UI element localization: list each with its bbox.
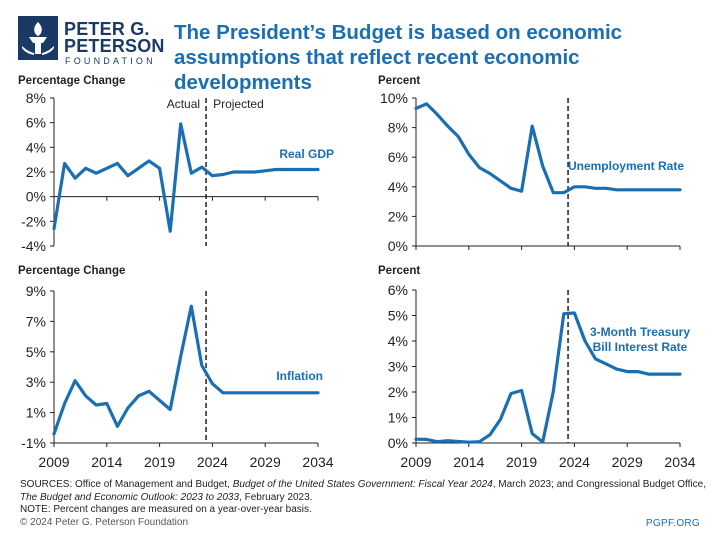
sources-suffix: , February 2023. bbox=[239, 491, 313, 503]
gdp-series-label: Real GDP bbox=[279, 147, 334, 161]
infl-y-axis-title: Percentage Change bbox=[18, 265, 125, 277]
unemp-y-axis-title: Percent bbox=[378, 75, 420, 87]
infl-y-tick-label: -1% bbox=[21, 435, 46, 451]
unemp-y-tick-label: 6% bbox=[388, 149, 408, 165]
infl-x-tick-label: 2019 bbox=[144, 454, 175, 470]
unemp-series-line bbox=[414, 102, 682, 195]
tbill-y-tick-label: 1% bbox=[388, 410, 408, 426]
tbill-y-tick-label: 6% bbox=[388, 282, 408, 298]
tbill-x-tick-label: 2034 bbox=[664, 454, 695, 470]
tbill-series-label: 3-Month Treasury bbox=[590, 325, 690, 339]
copyright: © 2024 Peter G. Peterson Foundation bbox=[20, 517, 189, 528]
sources-footer: SOURCES: Office of Management and Budget… bbox=[20, 479, 710, 517]
infl-x-tick-label: 2014 bbox=[91, 454, 122, 470]
tbill-x-tick-label: 2019 bbox=[506, 454, 537, 470]
gdp-y-tick-label: 6% bbox=[26, 115, 46, 131]
infl-series-line bbox=[52, 304, 320, 436]
tbill-x-tick-label: 2024 bbox=[559, 454, 590, 470]
logo-line-2: PETERSON bbox=[64, 36, 165, 56]
infl-x-tick-label: 2009 bbox=[38, 454, 69, 470]
unemp-y-tick-label: 0% bbox=[388, 238, 408, 254]
tbill-x-tick-label: 2014 bbox=[453, 454, 484, 470]
infl-y-tick-label: 3% bbox=[26, 374, 46, 390]
tbill-y-tick-label: 2% bbox=[388, 384, 408, 400]
tbill-y-axis-title: Percent bbox=[378, 265, 420, 277]
tbill-y-tick-label: 0% bbox=[388, 435, 408, 451]
tbill-y-tick-label: 4% bbox=[388, 333, 408, 349]
gdp-y-tick-label: 4% bbox=[26, 139, 46, 155]
pgpf-logo: PETER G. PETERSON FOUNDATION bbox=[18, 14, 168, 66]
infl-x-tick-label: 2024 bbox=[197, 454, 228, 470]
tbill-series-label: Bill Interest Rate bbox=[593, 340, 688, 354]
tbill-y-tick-label: 5% bbox=[388, 308, 408, 324]
tbill-x-tick-label: 2009 bbox=[400, 454, 431, 470]
sources-mid: , March 2023; and Congressional Budget O… bbox=[492, 479, 706, 490]
infl-y-tick-label: 7% bbox=[26, 313, 46, 329]
unemp-y-tick-label: 10% bbox=[380, 90, 408, 106]
infl-x-tick-label: 2034 bbox=[302, 454, 333, 470]
note-text: NOTE: Percent changes are measured on a … bbox=[20, 504, 312, 515]
infl-series-label: Inflation bbox=[276, 369, 323, 383]
gdp-y-tick-label: 0% bbox=[26, 189, 46, 205]
unemp-y-tick-label: 8% bbox=[388, 120, 408, 136]
gdp-y-tick-label: 8% bbox=[26, 90, 46, 106]
infl-y-tick-label: 9% bbox=[26, 283, 46, 299]
sources-prefix: SOURCES: Office of Management and Budget… bbox=[20, 479, 233, 490]
torch-logo-icon bbox=[18, 16, 58, 60]
site-link[interactable]: PGPF.ORG bbox=[645, 518, 700, 529]
tbill-series-line bbox=[414, 311, 682, 444]
sources-text: SOURCES: Office of Management and Budget… bbox=[20, 479, 710, 504]
tbill-x-tick-label: 2029 bbox=[612, 454, 643, 470]
actual-label: Actual bbox=[167, 97, 200, 111]
infl-y-tick-label: 1% bbox=[26, 405, 46, 421]
charts-canvas: Percentage Change -4% -2% 0% 2% 4% 6% 8% Actual P… bbox=[18, 75, 696, 470]
gdp-y-tick-label: -4% bbox=[21, 238, 46, 254]
sources-title-1: Budget of the United States Government: … bbox=[232, 479, 493, 490]
sources-title-2: The Budget and Economic Outlook: 2023 to… bbox=[20, 491, 240, 503]
unemp-y-tick-label: 4% bbox=[388, 179, 408, 195]
projected-label: Projected bbox=[213, 97, 264, 111]
gdp-y-tick-label: 2% bbox=[26, 164, 46, 180]
infl-y-tick-label: 5% bbox=[26, 344, 46, 360]
infl-x-tick-label: 2029 bbox=[250, 454, 281, 470]
unemp-y-tick-label: 2% bbox=[388, 208, 408, 224]
logo-line-1: PETER G. bbox=[64, 19, 150, 39]
page-title: The President’s Budget is based on econo… bbox=[174, 21, 623, 94]
gdp-y-tick-label: -2% bbox=[21, 213, 46, 229]
gdp-y-axis-title: Percentage Change bbox=[18, 75, 125, 87]
tbill-y-tick-label: 3% bbox=[388, 359, 408, 375]
unemp-series-label: Unemployment Rate bbox=[568, 159, 684, 173]
gdp-series-line bbox=[52, 122, 320, 233]
logo-line-3: FOUNDATION bbox=[65, 56, 156, 66]
